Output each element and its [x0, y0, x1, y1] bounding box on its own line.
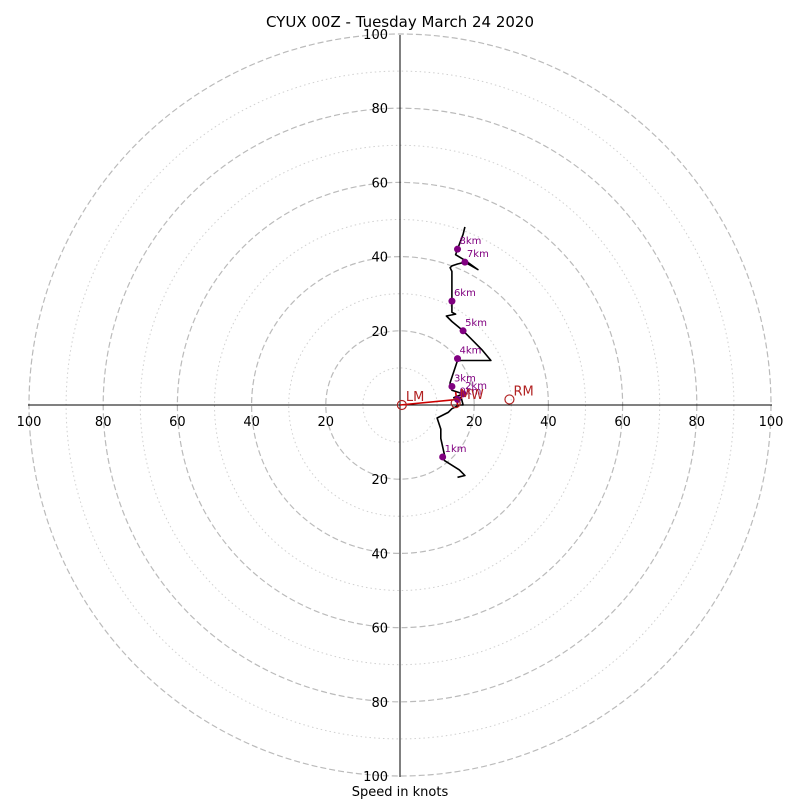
- height-marker-3km: [448, 382, 456, 390]
- height-label-2km: 2km: [465, 381, 487, 392]
- height-label-7km: 7km: [467, 249, 489, 260]
- tick-label-right-40: 40: [540, 415, 557, 430]
- tick-label-bottom-60: 60: [371, 622, 388, 637]
- storm-motion-label-RM: RM: [513, 384, 533, 399]
- height-label-4km: 4km: [460, 346, 482, 357]
- tick-label-left-100: 100: [17, 415, 42, 430]
- tick-label-right-20: 20: [466, 415, 483, 430]
- tick-label-right-100: 100: [759, 415, 784, 430]
- height-label-0km: 0km: [460, 386, 482, 397]
- tick-label-right-80: 80: [689, 415, 706, 430]
- tick-label-top-40: 40: [371, 251, 388, 266]
- height-marker-6km: [448, 297, 456, 305]
- tick-label-bottom-20: 20: [371, 473, 388, 488]
- height-marker-7km: [461, 258, 469, 266]
- storm-motion-marker-MW: [450, 398, 461, 409]
- tick-label-top-80: 80: [371, 102, 388, 117]
- storm-motion-marker-RM: [504, 394, 515, 405]
- height-marker-1km: [439, 453, 447, 461]
- tick-label-left-40: 40: [243, 415, 260, 430]
- height-label-8km: 8km: [460, 236, 482, 247]
- tick-label-right-60: 60: [614, 415, 631, 430]
- height-marker-5km: [459, 327, 467, 335]
- tick-labels: 20 20 20 20 40 40 40 40 60 60 60 60 80 80 80 80 100 100 10…: [17, 28, 784, 785]
- tick-label-bottom-40: 40: [371, 547, 388, 562]
- height-label-6km: 6km: [454, 288, 476, 299]
- height-marker-4km: [454, 355, 462, 363]
- height-label-5km: 5km: [465, 318, 487, 329]
- storm-motion-marker-LM: [396, 399, 407, 411]
- tick-label-bottom-100: 100: [363, 770, 388, 785]
- axes: [28, 35, 772, 777]
- storm-motion-label-MW: MW: [460, 388, 484, 403]
- tick-label-left-80: 80: [95, 415, 112, 430]
- height-label-1km: 1km: [445, 444, 467, 455]
- x-axis-label: Speed in knots: [352, 785, 449, 800]
- storm-motion-markers: LM RM MW: [396, 384, 534, 411]
- height-marker-2km: [459, 390, 467, 398]
- chart-title: CYUX 00Z - Tuesday March 24 2020: [266, 13, 534, 31]
- tick-label-bottom-80: 80: [371, 696, 388, 711]
- tick-label-left-60: 60: [169, 415, 186, 430]
- tick-label-top-60: 60: [371, 176, 388, 191]
- tick-label-top-20: 20: [371, 325, 388, 340]
- storm-motion-label-LM: LM: [406, 390, 424, 405]
- height-label-3km: 3km: [454, 373, 476, 384]
- tick-label-top-100: 100: [363, 28, 388, 43]
- tick-label-left-20: 20: [318, 415, 335, 430]
- height-marker-8km: [454, 245, 462, 253]
